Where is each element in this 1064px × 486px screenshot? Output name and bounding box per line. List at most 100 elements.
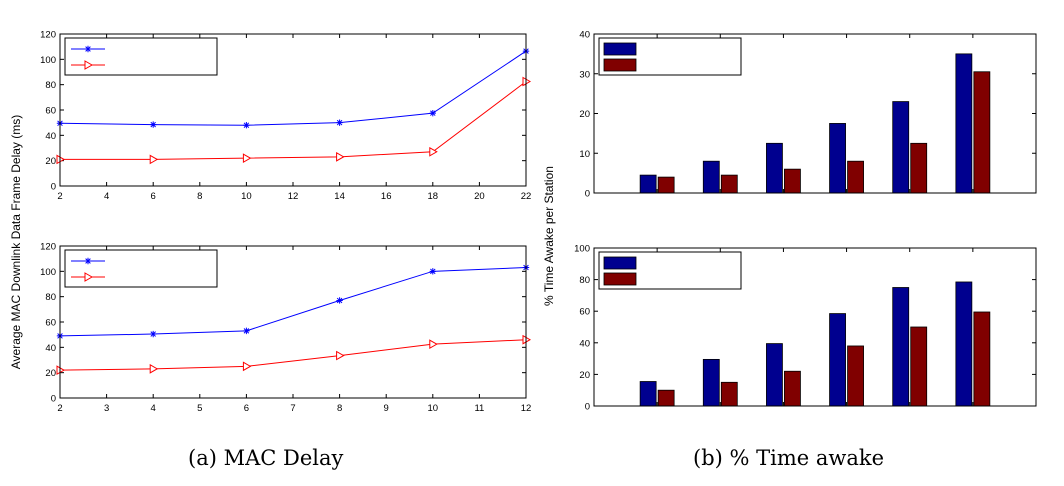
- y-tick-label: 20: [579, 370, 590, 381]
- data-point: [336, 119, 343, 126]
- legend-marker: [84, 45, 92, 53]
- y-tick-label: 120: [40, 30, 56, 41]
- bar-adaptive: [847, 160, 864, 194]
- data-point: [243, 327, 250, 335]
- y-tick-label: 0: [585, 402, 590, 413]
- x-tick-label: 11: [474, 403, 484, 414]
- bar-standard: [639, 174, 657, 194]
- chart-delay_stream: 0 20 40 60 80 100 120 2 3 4 5 6 7 8 9 10 11 12: [40, 242, 531, 415]
- legend-box: [64, 37, 218, 76]
- x-tick-label: 12: [288, 191, 299, 202]
- y-tick-label: 20: [45, 368, 56, 379]
- x-tick-label: 2: [57, 403, 62, 414]
- bar-adaptive: [973, 71, 991, 194]
- x-tick-label: 10: [428, 403, 439, 414]
- data-point: [242, 153, 252, 163]
- legend-marker: [84, 257, 92, 265]
- legend-swatch: [603, 256, 637, 270]
- y-tick-label: 80: [579, 275, 590, 286]
- x-tick-label: 3: [104, 403, 109, 414]
- legend-marker: [84, 60, 94, 70]
- bar-adaptive: [657, 389, 675, 407]
- data-point: [429, 268, 436, 275]
- data-point: [336, 152, 345, 162]
- y-tick-label: 100: [574, 244, 590, 255]
- y-tick-label: 40: [45, 343, 56, 354]
- y-tick-label: 100: [40, 267, 56, 278]
- x-tick-label: 7: [290, 403, 295, 414]
- y-tick-label: 10: [579, 149, 590, 160]
- x-tick-label: 6: [244, 403, 249, 414]
- x-tick-label: 4: [104, 191, 109, 202]
- data-point: [149, 364, 159, 374]
- x-tick-label: 16: [381, 191, 392, 202]
- y-tick-label: 60: [579, 307, 590, 318]
- chart-awake_stream: 0 20 40 60 80 100: [574, 244, 1037, 413]
- bar-adaptive: [657, 176, 675, 194]
- data-point: [429, 109, 436, 117]
- y-tick-label: 0: [585, 189, 590, 200]
- data-point: [150, 121, 157, 128]
- legend-swatch: [603, 42, 637, 56]
- data-point: [150, 330, 157, 338]
- right-shared-ylabel: % Time Awake per Station: [542, 166, 556, 306]
- bar-standard: [639, 381, 657, 407]
- x-tick-label: 8: [337, 403, 342, 414]
- y-tick-label: 40: [579, 338, 590, 349]
- bar-standard: [829, 123, 846, 194]
- y-tick-label: 20: [45, 156, 56, 167]
- series-line-adaptive: [60, 81, 527, 160]
- x-tick-label: 4: [151, 403, 156, 414]
- bar-standard: [702, 358, 720, 407]
- x-tick-label: 6: [151, 191, 156, 202]
- data-point: [429, 146, 438, 157]
- bar-standard: [766, 142, 783, 194]
- bar-adaptive: [973, 311, 991, 407]
- bar-standard: [955, 281, 973, 407]
- x-tick-label: 14: [334, 191, 345, 202]
- plot-frame: [593, 247, 1037, 407]
- x-tick-label: 2: [57, 191, 62, 202]
- plot-frame: [59, 33, 527, 187]
- y-tick-label: 120: [40, 242, 56, 253]
- y-tick-label: 30: [579, 69, 590, 80]
- chart-delay_voice: 0 20 40 60 80 100 120 2 4 6 8 10 12 14 16 18 20 22: [40, 30, 531, 203]
- bar-adaptive: [784, 168, 801, 194]
- bar-adaptive: [910, 326, 928, 407]
- y-tick-label: 80: [45, 292, 56, 303]
- bar-standard: [892, 101, 910, 194]
- bar-adaptive: [784, 370, 801, 407]
- y-tick-label: 40: [45, 131, 56, 142]
- plot-frame: [593, 33, 1037, 194]
- series-line-standard: [59, 50, 527, 126]
- bar-adaptive: [910, 142, 928, 194]
- data-point: [149, 154, 159, 165]
- y-tick-label: 40: [579, 30, 590, 41]
- bar-standard: [955, 53, 973, 194]
- y-tick-label: 20: [579, 109, 590, 120]
- left-shared-ylabel: Average MAC Downlink Data Frame Delay (m…: [9, 115, 23, 370]
- y-tick-label: 0: [51, 182, 56, 193]
- x-tick-label: 9: [384, 403, 389, 414]
- data-point: [336, 297, 343, 304]
- y-tick-label: 60: [45, 106, 56, 117]
- caption-mac-delay: (a) MAC Delay: [188, 446, 344, 470]
- x-tick-label: 22: [521, 191, 532, 202]
- y-tick-label: 80: [45, 80, 56, 91]
- data-point: [243, 122, 250, 129]
- data-point: [429, 339, 438, 350]
- x-tick-label: 12: [521, 403, 532, 414]
- bar-standard: [892, 287, 910, 407]
- y-tick-label: 100: [40, 55, 56, 66]
- data-point: [242, 361, 252, 372]
- x-tick-label: 10: [241, 191, 252, 202]
- series-line-adaptive: [59, 339, 527, 371]
- bar-standard: [766, 343, 783, 407]
- plot-frame: [59, 245, 527, 399]
- bar-adaptive: [720, 381, 738, 407]
- y-tick-label: 60: [45, 318, 56, 329]
- bar-standard: [829, 313, 846, 407]
- legend-swatch: [603, 58, 637, 72]
- x-tick-label: 20: [474, 191, 485, 202]
